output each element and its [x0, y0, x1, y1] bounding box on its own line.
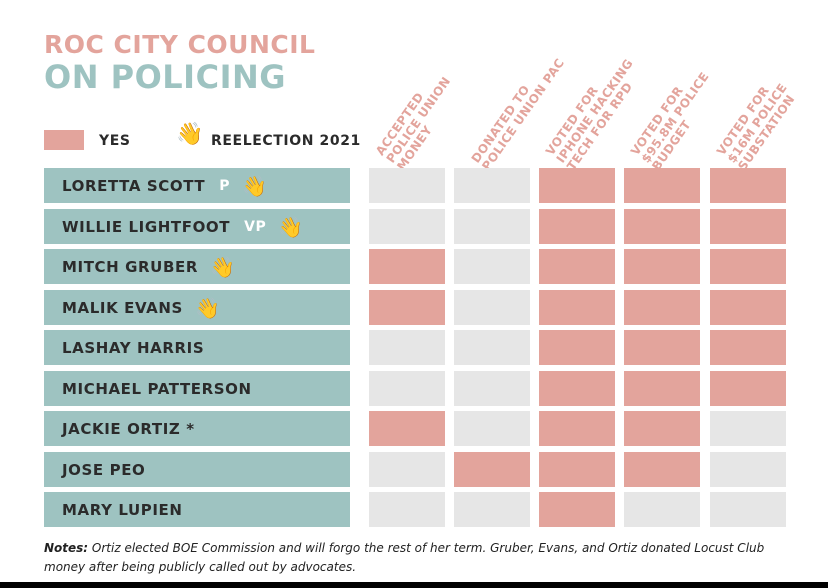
council-member-row: LASHAY HARRIS	[44, 330, 350, 365]
cell-no	[369, 492, 445, 527]
council-member-row: JACKIE ORTIZ *	[44, 411, 350, 446]
cell-yes	[624, 290, 700, 325]
cell-no	[624, 492, 700, 527]
bottom-bar	[0, 582, 828, 588]
council-member-row: MALIK EVANS 👋	[44, 290, 350, 325]
cell-no	[454, 168, 530, 203]
council-member-row: JOSE PEO	[44, 452, 350, 487]
cell-yes	[624, 249, 700, 284]
council-member-row: WILLIE LIGHTFOOT VP 👋	[44, 209, 350, 244]
cell-yes	[369, 290, 445, 325]
member-name: LORETTA SCOTT	[62, 176, 206, 195]
council-member-row: LORETTA SCOTT P 👋	[44, 168, 350, 203]
cell-no	[454, 330, 530, 365]
cell-yes	[624, 452, 700, 487]
waving-hand-icon: 👋	[176, 122, 204, 147]
role-tag: VP	[244, 218, 267, 235]
member-name: MALIK EVANS	[62, 298, 183, 317]
cell-yes	[539, 249, 615, 284]
cell-no	[454, 290, 530, 325]
cell-yes	[539, 330, 615, 365]
cell-no	[369, 452, 445, 487]
cell-yes	[539, 492, 615, 527]
cell-yes	[624, 168, 700, 203]
cell-yes	[539, 290, 615, 325]
cell-yes	[624, 371, 700, 406]
council-member-row: MARY LUPIEN	[44, 492, 350, 527]
cell-yes	[539, 209, 615, 244]
cell-yes	[539, 168, 615, 203]
member-name: LASHAY HARRIS	[62, 338, 205, 357]
column-header-line: $16M POLICE	[724, 80, 790, 166]
member-name: MICHAEL PATTERSON	[62, 379, 252, 398]
cell-no	[454, 209, 530, 244]
cell-no	[710, 492, 786, 527]
cell-yes	[454, 452, 530, 487]
council-member-row: MICHAEL PATTERSON	[44, 371, 350, 406]
council-member-row: MITCH GRUBER 👋	[44, 249, 350, 284]
cell-no	[710, 411, 786, 446]
cell-yes	[539, 371, 615, 406]
member-name: WILLIE LIGHTFOOT	[62, 217, 231, 236]
cell-yes	[624, 330, 700, 365]
waving-hand-icon: 👋	[278, 214, 304, 239]
cell-no	[369, 371, 445, 406]
cell-no	[454, 411, 530, 446]
notes-text: Ortiz elected BOE Commission and will fo…	[44, 541, 765, 574]
member-name: MITCH GRUBER	[62, 257, 198, 276]
cell-yes	[710, 330, 786, 365]
cell-yes	[710, 168, 786, 203]
waving-hand-icon: 👋	[210, 254, 235, 279]
cell-yes	[710, 371, 786, 406]
cell-yes	[710, 249, 786, 284]
cell-no	[369, 209, 445, 244]
cell-yes	[369, 249, 445, 284]
cell-yes	[710, 209, 786, 244]
legend-yes-label: YES	[99, 133, 131, 149]
cell-no	[369, 330, 445, 365]
cell-no	[454, 249, 530, 284]
waving-hand-icon: 👋	[241, 173, 267, 198]
cell-no	[454, 492, 530, 527]
member-name: JOSE PEO	[62, 460, 146, 479]
notes-label: Notes:	[44, 541, 89, 555]
waving-hand-icon: 👋	[194, 295, 220, 320]
cell-no	[454, 371, 530, 406]
cell-yes	[624, 209, 700, 244]
cell-yes	[369, 411, 445, 446]
cell-yes	[710, 290, 786, 325]
legend-reelection-label: REELECTION 2021	[211, 133, 361, 149]
cell-yes	[624, 411, 700, 446]
title-line-2: ON POLICING	[44, 58, 287, 96]
legend-yes-swatch	[44, 130, 84, 150]
cell-no	[369, 168, 445, 203]
role-tag: P	[219, 177, 230, 194]
notes: Notes: Ortiz elected BOE Commission and …	[44, 539, 804, 577]
cell-no	[710, 452, 786, 487]
cell-yes	[539, 452, 615, 487]
title-line-1: ROC CITY COUNCIL	[44, 30, 316, 59]
cell-yes	[539, 411, 615, 446]
member-name: JACKIE ORTIZ *	[62, 419, 195, 438]
member-name: MARY LUPIEN	[62, 500, 183, 519]
